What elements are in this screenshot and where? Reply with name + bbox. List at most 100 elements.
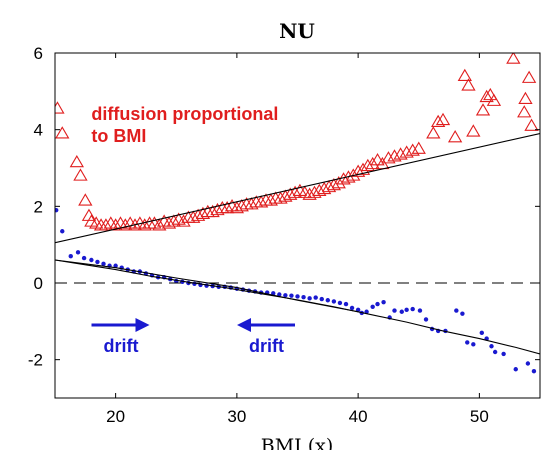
- drift-point: [417, 308, 423, 313]
- drift-point: [471, 342, 476, 347]
- diffusion-point: [483, 87, 498, 101]
- diffusion-point: [273, 191, 288, 204]
- drift-point: [113, 263, 118, 268]
- x-tick-label: 50: [470, 407, 489, 426]
- diffusion-point: [393, 147, 408, 160]
- drift-point: [95, 259, 100, 265]
- drift-point: [489, 344, 494, 349]
- drift-point: [399, 309, 404, 314]
- drift-point: [492, 349, 498, 355]
- x-tick-label: 20: [106, 407, 125, 426]
- diffusion-point: [365, 156, 380, 170]
- drift-point: [325, 298, 331, 303]
- diffusion-point: [461, 78, 476, 91]
- diffusion-point: [486, 93, 502, 106]
- drift-point: [68, 253, 73, 259]
- diffusion-point: [263, 193, 278, 206]
- fit-line: [55, 259, 359, 313]
- drift-point: [319, 296, 324, 302]
- drift-point: [404, 307, 409, 313]
- diffusion-point: [517, 105, 532, 118]
- diffusion-point: [127, 218, 143, 231]
- diffusion-point: [399, 145, 414, 158]
- diffusion-point: [55, 126, 70, 139]
- drift-point: [364, 309, 369, 314]
- drift-point: [501, 351, 506, 357]
- diffusion-point: [524, 118, 539, 131]
- diffusion-point: [108, 218, 123, 231]
- fit-line: [55, 132, 540, 244]
- drift-point: [479, 330, 484, 336]
- drift-arrowhead: [135, 318, 150, 332]
- drift-point: [392, 308, 397, 313]
- diffusion-point: [118, 218, 133, 231]
- drift-point: [81, 255, 87, 261]
- diffusion-point: [317, 181, 332, 195]
- diffusion-point: [435, 112, 451, 126]
- drift-point: [513, 367, 518, 372]
- annotation-label: diffusion proportional: [91, 104, 278, 124]
- diffusion-point: [190, 208, 206, 221]
- diffusion-point: [521, 70, 537, 83]
- diffusion-point: [234, 199, 249, 212]
- x-axis-label: BMI (x): [261, 435, 334, 450]
- drift-point: [454, 308, 459, 313]
- diffusion-point: [479, 89, 494, 103]
- diffusion-point: [161, 216, 177, 229]
- diffusion-point: [321, 179, 337, 193]
- annotation-label: drift: [249, 336, 284, 356]
- diffusion-point: [475, 103, 491, 116]
- drift-point: [313, 295, 318, 300]
- diffusion-point: [312, 183, 327, 197]
- drift-point: [349, 305, 355, 311]
- diffusion-point: [302, 187, 317, 200]
- diffusion-point: [370, 153, 385, 166]
- drift-point: [55, 207, 59, 213]
- drift-point: [307, 296, 312, 301]
- drift-arrowhead: [237, 318, 251, 332]
- drift-point: [295, 294, 300, 299]
- diffusion-point: [166, 214, 181, 227]
- drift-point: [89, 257, 94, 263]
- drift-point: [289, 293, 294, 298]
- diffusion-point: [205, 204, 220, 218]
- drift-point: [375, 301, 380, 307]
- drift-point: [355, 307, 361, 313]
- diffusion-point: [307, 185, 322, 198]
- chart-title: NU: [279, 19, 315, 43]
- drift-point: [277, 292, 282, 297]
- diffusion-point: [186, 210, 201, 223]
- x-tick-label: 30: [227, 407, 246, 426]
- diffusion-point: [381, 151, 396, 164]
- drift-point: [531, 368, 537, 374]
- diffusion-point: [69, 154, 84, 168]
- drift-point: [465, 340, 470, 345]
- diffusion-point: [55, 101, 65, 114]
- y-tick-label: 6: [34, 44, 43, 63]
- diffusion-point: [287, 185, 303, 198]
- diffusion-point: [447, 130, 463, 143]
- drift-point: [331, 299, 337, 304]
- diffusion-point: [253, 195, 269, 208]
- diffusion-point: [518, 91, 533, 105]
- diffusion-point: [457, 68, 472, 82]
- annotation-label: drift: [104, 336, 139, 356]
- y-tick-label: 2: [34, 197, 43, 216]
- drift-point: [343, 301, 349, 307]
- diffusion-point: [405, 143, 420, 156]
- diffusion-point: [152, 218, 167, 231]
- diffusion-point: [98, 218, 114, 231]
- drift-point: [283, 293, 288, 298]
- drift-point: [75, 250, 81, 255]
- drift-point: [460, 311, 465, 316]
- drift-point: [60, 229, 65, 234]
- diffusion-point: [137, 218, 152, 231]
- diffusion-point: [411, 141, 426, 154]
- diffusion-point: [220, 200, 235, 214]
- diffusion-point: [73, 168, 88, 181]
- drift-point: [423, 317, 429, 322]
- diffusion-point: [278, 189, 293, 202]
- diffusion-point: [430, 114, 446, 128]
